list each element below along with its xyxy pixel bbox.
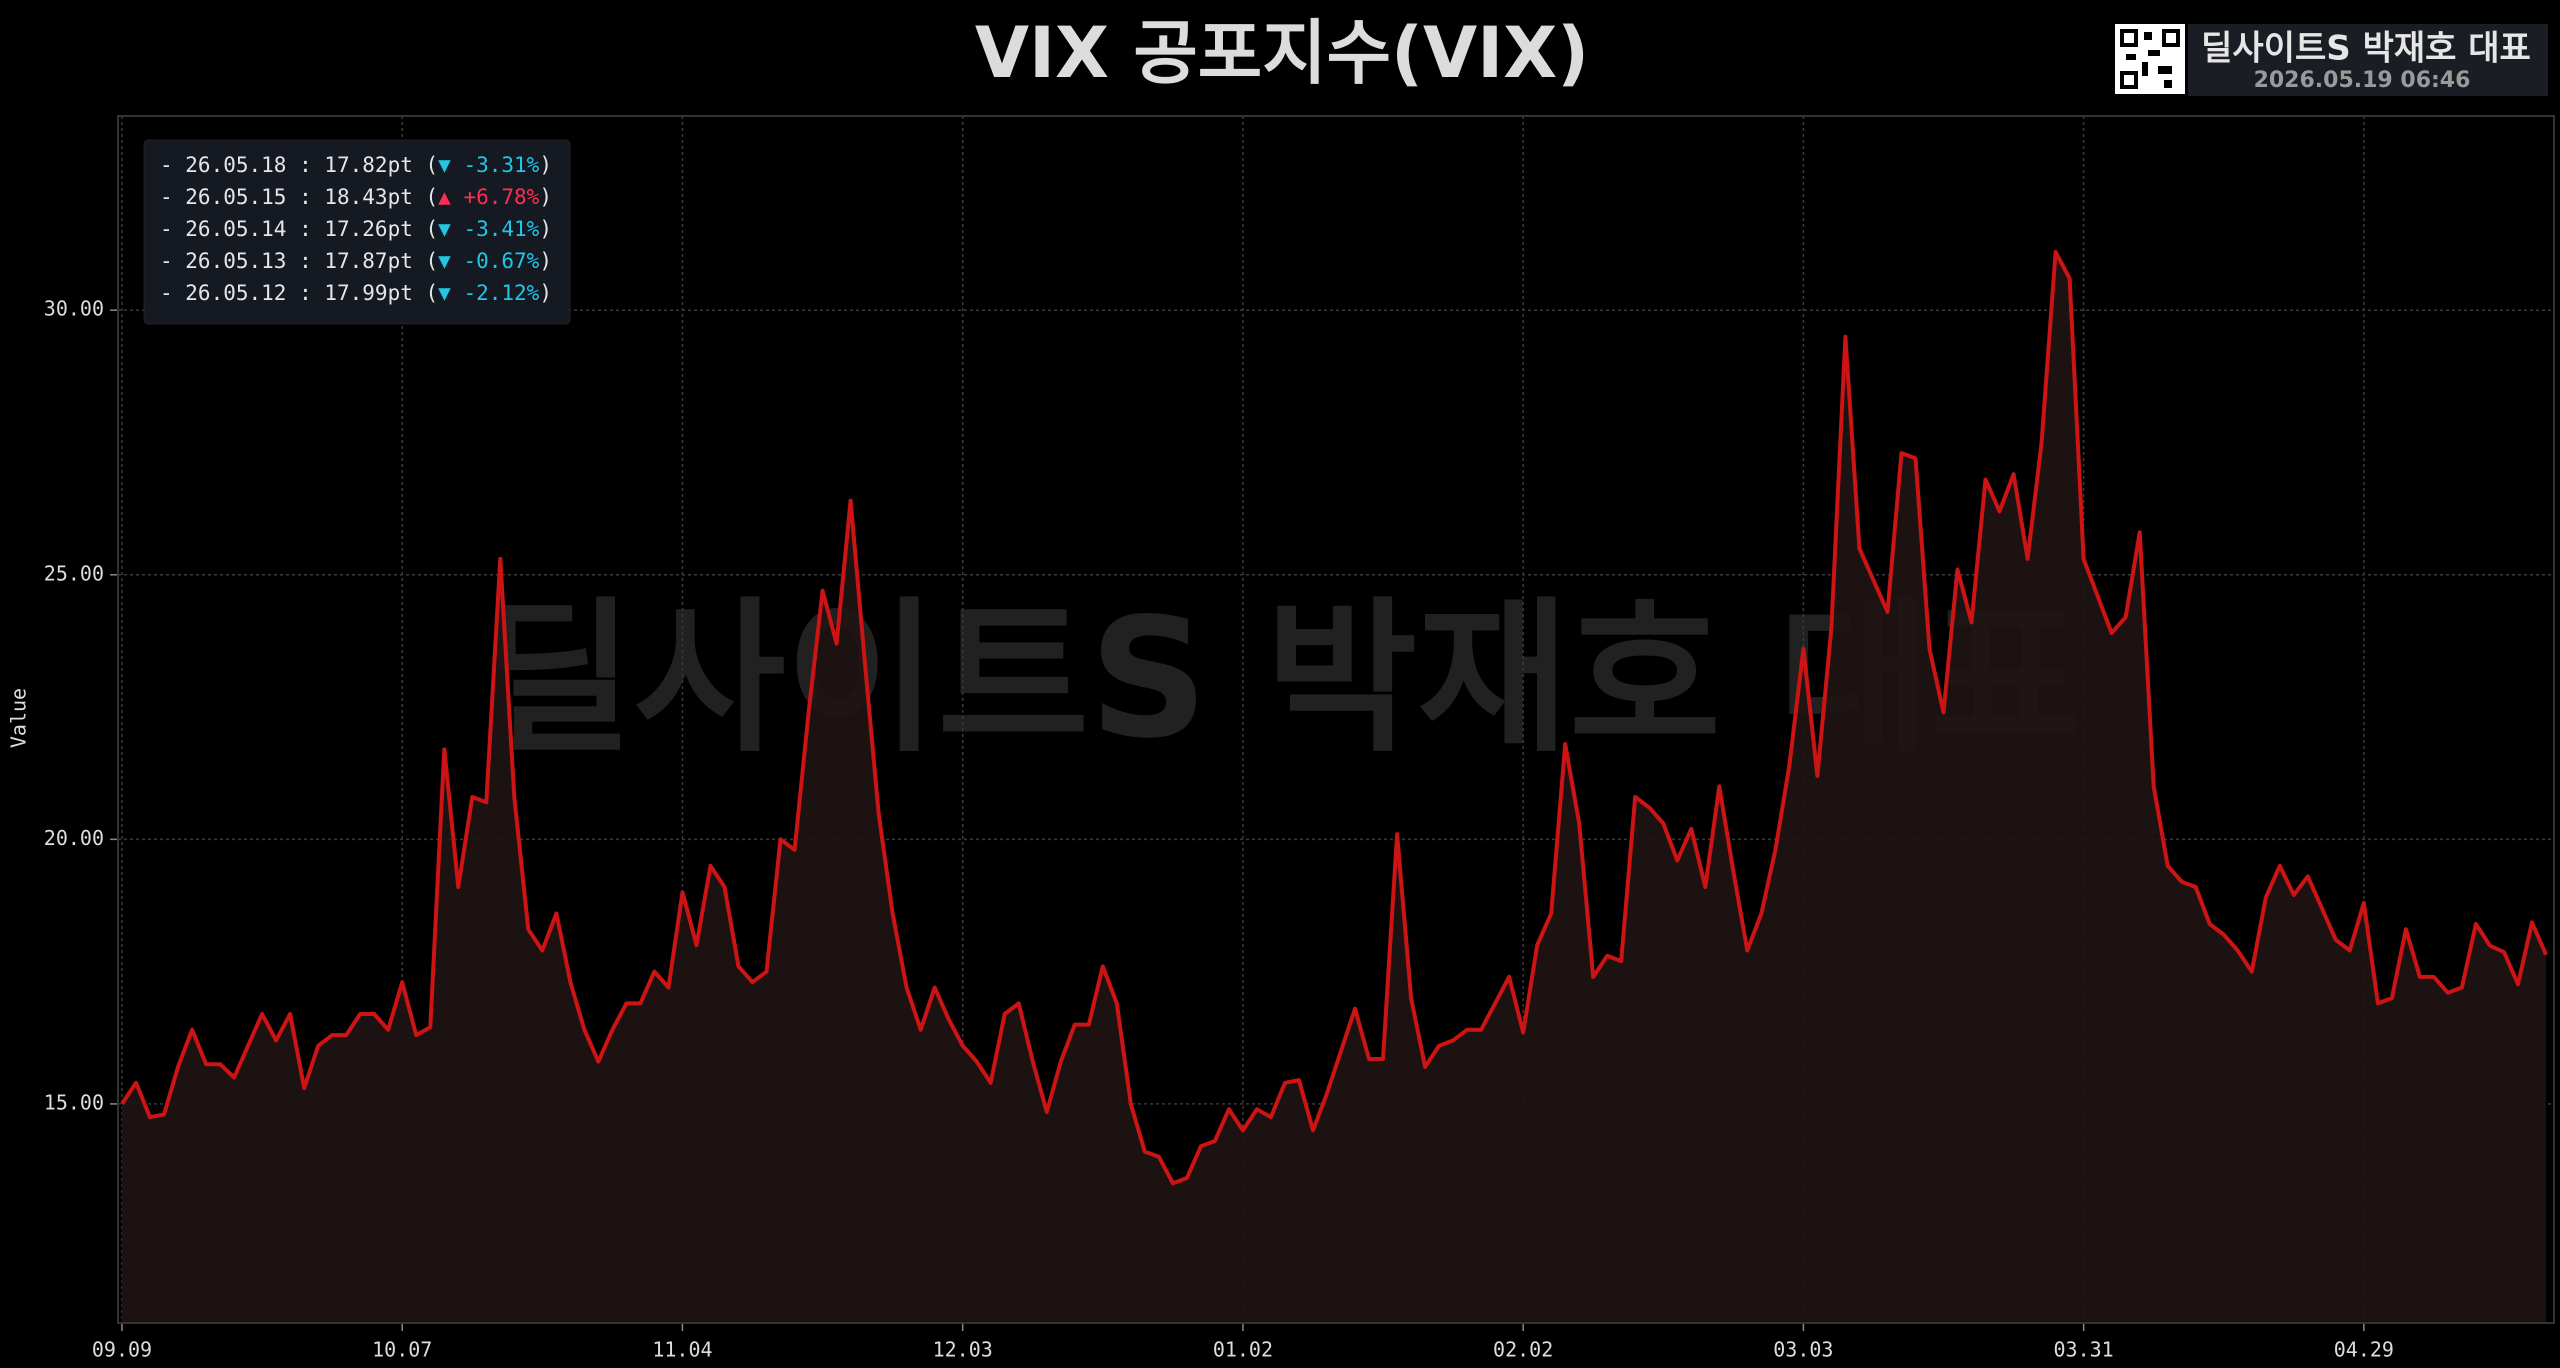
plot-area: 딜사이트S 박재호 대표	[118, 116, 2552, 1323]
annotation-close: )	[539, 249, 552, 273]
annotation-change: ▼ -2.12%	[438, 281, 540, 305]
annotation-close: )	[539, 217, 552, 241]
x-tick-label: 04.29	[2334, 1338, 2394, 1362]
annotation-text: - 26.05.15 : 18.43pt (	[160, 185, 438, 209]
annotation-text: - 26.05.12 : 17.99pt (	[160, 281, 438, 305]
annotation: - 26.05.18 : 17.82pt (▼ -3.31%)	[160, 153, 552, 177]
y-tick-label: 30.00	[44, 297, 104, 321]
x-tick-label: 11.04	[652, 1338, 712, 1362]
brand: 딜사이트S 박재호 대표	[2201, 29, 2531, 69]
line	[120, 250, 2548, 1186]
annotation: - 26.05.13 : 17.87pt (▼ -0.67%)	[160, 249, 552, 273]
x-tick-label: 02.02	[1493, 1338, 1553, 1362]
x-tick-label: 10.07	[372, 1338, 432, 1362]
annotation-box	[143, 139, 571, 325]
x-tick-label: 12.03	[933, 1338, 993, 1362]
y-tick-label: 15.00	[44, 1090, 104, 1114]
y-axis-label: Value	[7, 688, 31, 748]
annotation: - 26.05.15 : 18.43pt (▲ +6.78%)	[160, 185, 552, 209]
x-tick-label: 01.02	[1213, 1338, 1273, 1362]
annotation-text: - 26.05.13 : 17.87pt (	[160, 249, 438, 273]
annotation-close: )	[539, 281, 552, 305]
chart-title: VIX 공포지수(VIX)	[975, 12, 1589, 94]
y-tick-label: 25.00	[44, 561, 104, 585]
badge	[2188, 24, 2548, 96]
qr-code	[2115, 24, 2185, 94]
annotation-change: ▲ +6.78%	[438, 185, 540, 209]
annotation-change: ▼ -3.41%	[438, 217, 540, 241]
annotation-text: - 26.05.18 : 17.82pt (	[160, 153, 438, 177]
area-fill	[122, 252, 2546, 1323]
timestamp: 2026.05.19 06:46	[2254, 68, 2471, 93]
x-tick-label: 09.09	[92, 1338, 152, 1362]
annotation-text: - 26.05.14 : 17.26pt (	[160, 217, 438, 241]
x-tick-label: 03.03	[1773, 1338, 1833, 1362]
plot-frame	[117, 115, 2555, 1324]
annotation: - 26.05.12 : 17.99pt (▼ -2.12%)	[160, 281, 552, 305]
x-tick-label: 03.31	[2054, 1338, 2114, 1362]
annotation-change: ▼ -3.31%	[438, 153, 540, 177]
annotation-close: )	[539, 153, 552, 177]
annotation-change: ▼ -0.67%	[438, 249, 540, 273]
y-tick-label: 20.00	[44, 826, 104, 850]
annotation-close: )	[539, 185, 552, 209]
annotation: - 26.05.14 : 17.26pt (▼ -3.41%)	[160, 217, 552, 241]
